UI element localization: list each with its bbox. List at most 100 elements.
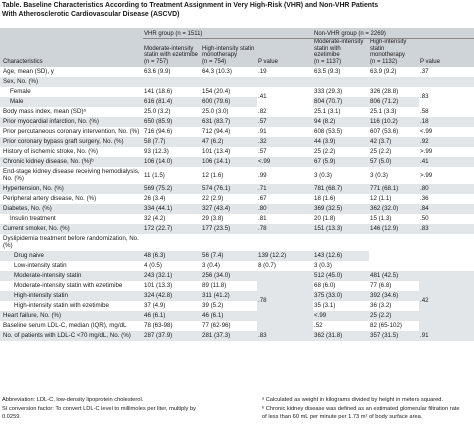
table-row: Low-intensity statin 4 (0.5) 3 (0.4) 8 (0.7… (0, 261, 474, 271)
nonvhr-high-cell: 146 (12.9) (369, 223, 419, 234)
nonvhr-pvalue-cell: >.99 (420, 148, 433, 156)
nonvhr-pvalue-cell: <.99 (420, 128, 433, 136)
characteristics-header: Characteristics (0, 38, 143, 67)
nonvhr-high-cell: 25 (2.2) (370, 148, 392, 156)
column-header-row: Characteristics Moderate-intensity stati… (0, 38, 474, 67)
vhr-moderate-cell: 141 (18.6) (144, 88, 173, 96)
vhr-high-cell: 29 (3.8) (202, 215, 224, 223)
nonvhr-high-cell (369, 234, 419, 251)
vhr-high-cell: 154 (20.4) (202, 88, 231, 96)
row-label: Current smoker, No. (%) (0, 223, 143, 234)
nonvhr-pvalue-cell: .83 (420, 93, 429, 101)
nonvhr-pvalue-cell: .80 (419, 183, 474, 194)
vhr-high-cell: 22 (2.9) (202, 195, 224, 203)
table-row: Drug naive 48 (6.3) 56 (7.4) 139 (12.2) 143 … (0, 250, 474, 261)
row-label: Prior coronary bypass graft surgery, No.… (0, 136, 143, 147)
vhr-high-cell: 77 (62-96) (202, 322, 231, 330)
nonvhr-pvalue-header: P value (419, 38, 474, 67)
nonvhr-high-cell: 57 (5.0) (369, 156, 419, 167)
nonvhr-moderate-cell (313, 76, 369, 87)
table-row: Hypertension, No. (%) 569 (75.2) 574 (76.1… (0, 183, 474, 194)
vhr-moderate-cell: 4 (0.5) (144, 262, 162, 270)
row-label: Peripheral artery disease, No. (%) (3, 195, 97, 203)
nonvhr-high-cell (369, 76, 419, 87)
nonvhr-moderate-cell: 20 (1.8) (314, 215, 336, 223)
vhr-pvalue-cell: .83 (257, 330, 313, 341)
nonvhr-pvalue-cell: >.99 (420, 171, 433, 179)
nonvhr-moderate-cell: 63.5 (9.3) (314, 68, 341, 76)
row-label: Chronic kidney disease, No. (%)ᵇ (0, 156, 143, 167)
vhr-moderate-cell: 334 (44.1) (143, 203, 201, 214)
table-row: Insulin treatment 32 (4.2) 29 (3.8) .81 20 (… (0, 214, 474, 224)
table-row: Current smoker, No. (%) 172 (22.7) 177 (23… (0, 223, 474, 234)
row-label: Insulin treatment (10, 215, 56, 223)
nonvhr-moderate-cell: 25 (2.2) (369, 310, 419, 321)
footnotes-left: Abbreviation: LDL-C, low-density lipopro… (2, 397, 252, 423)
vhr-high-cell: 39 (5.2) (202, 302, 224, 310)
nonvhr-pvalue-cell: .58 (420, 108, 429, 116)
vhr-moderate-cell: 46 (6.1) (143, 310, 201, 321)
vhr-moderate-cell: 78 (63-98) (144, 322, 173, 330)
row-label: High-intensity statin with ezetimibe (14, 302, 109, 310)
table-row: Prior percutaneous coronary intervention… (0, 127, 474, 137)
nonvhr-high-cell: 15 (1.3) (370, 215, 392, 223)
nonvhr-moderate-cell: 608 (53.5) (314, 128, 343, 136)
vhr-moderate-cell: 32 (4.2) (144, 215, 166, 223)
vhr-moderate-cell: 48 (6.3) (143, 250, 201, 261)
vhr-moderate-cell: 101 (13.3) (144, 282, 173, 290)
vhr-moderate-cell: 106 (14.0) (143, 156, 201, 167)
vhr-high-cell (201, 76, 257, 87)
table-row: No. of patients with LDL-C <70 mg/dL, No… (0, 330, 474, 341)
nonvhr-high-cell: 143 (12.6) (313, 250, 369, 261)
nonvhr-high-cell: 36 (3.2) (370, 302, 392, 310)
vhr-pvalue-cell: .19 (258, 68, 267, 76)
vhr-high-cell (201, 234, 257, 251)
vhr-pvalue-cell (257, 76, 313, 87)
vhr-high-cell: 64.3 (10.3) (202, 68, 232, 76)
nonvhr-pvalue-cell: .91 (419, 330, 474, 341)
nonvhr-high-cell: 362 (32.0) (369, 203, 419, 214)
table-row: Baseline serum LDL-C, median (IQR), mg/d… (0, 321, 474, 331)
group-header-row: VHR group (n = 1511) Non-VHR group (n = … (0, 28, 474, 39)
nonvhr-moderate-cell: 375 (33.0) (313, 290, 369, 301)
table-row: History of ischemic stroke, No. (%) 93 (1… (0, 147, 474, 157)
row-label: Female (10, 88, 31, 96)
vhr-moderate-cell: 569 (75.2) (143, 183, 201, 194)
table-row: Chronic kidney disease, No. (%)ᵇ 106 (14.… (0, 156, 474, 167)
footnote-b: ᵇ Chronic kidney disease was defined as … (262, 406, 460, 420)
row-label: End-stage kidney disease receiving hemod… (3, 168, 140, 183)
nonvhr-high-cell: 12 (1.1) (370, 195, 392, 203)
baseline-characteristics-table: VHR group (n = 1511) Non-VHR group (n = … (0, 28, 474, 341)
table-title: Table. Baseline Characteristics Accordin… (2, 1, 472, 19)
footnote-a: ᵃ Calculated as weight in kilograms divi… (262, 397, 444, 403)
nonvhr-high-cell: 357 (31.5) (369, 330, 419, 341)
nonvhr-moderate-cell: 18 (1.6) (314, 195, 336, 203)
vhr-moderate-cell: 287 (37.9) (143, 330, 201, 341)
nonvhr-high-header: High-intensity statin monotherapy (n = 1… (369, 38, 419, 67)
nonvhr-moderate-cell: 82 (65-102) (370, 322, 402, 330)
vhr-high-cell: 106 (14.1) (201, 156, 257, 167)
abbreviation-note: Abbreviation: LDL-C, low-density lipopro… (2, 397, 144, 403)
table-row: High-intensity statin with ezetimibe 37 (… (0, 301, 474, 311)
nonvhr-moderate-cell: 3 (0.3) (314, 171, 332, 179)
vhr-pvalue-header: P value (257, 38, 313, 67)
vhr-pvalue-cell: .99 (258, 171, 267, 179)
row-label: Sex, No. (%) (0, 76, 143, 87)
vhr-high-cell: 600 (79.6) (201, 96, 257, 107)
nonvhr-pvalue-cell (419, 234, 474, 251)
row-label: Heart failure, No. (%) (0, 310, 143, 321)
nonvhr-moderate-cell: 139 (12.2) (257, 250, 313, 261)
vhr-pvalue-cell: .78 (257, 223, 313, 234)
table-row: Peripheral artery disease, No. (%) 26 (3.… (0, 194, 474, 204)
table-row: Sex, No. (%) (0, 76, 474, 87)
row-label: Low-intensity statin (14, 262, 67, 270)
nonvhr-pvalue-cell: .36 (420, 195, 429, 203)
vhr-high-cell: 56 (7.4) (201, 250, 257, 261)
nonvhr-pvalue-cell: .18 (419, 116, 474, 127)
nonvhr-moderate-cell: 25 (2.2) (314, 148, 336, 156)
table-row: Moderate-intensity statin 243 (32.1) 256 (… (0, 270, 474, 331)
row-label: Body mass index, mean (SD)ᵃ (3, 108, 86, 116)
vhr-group-header: VHR group (n = 1511) (143, 28, 313, 39)
row-label: History of ischemic stroke, No. (%) (3, 148, 98, 156)
vhr-high-cell: 3 (0.4) (202, 262, 220, 270)
